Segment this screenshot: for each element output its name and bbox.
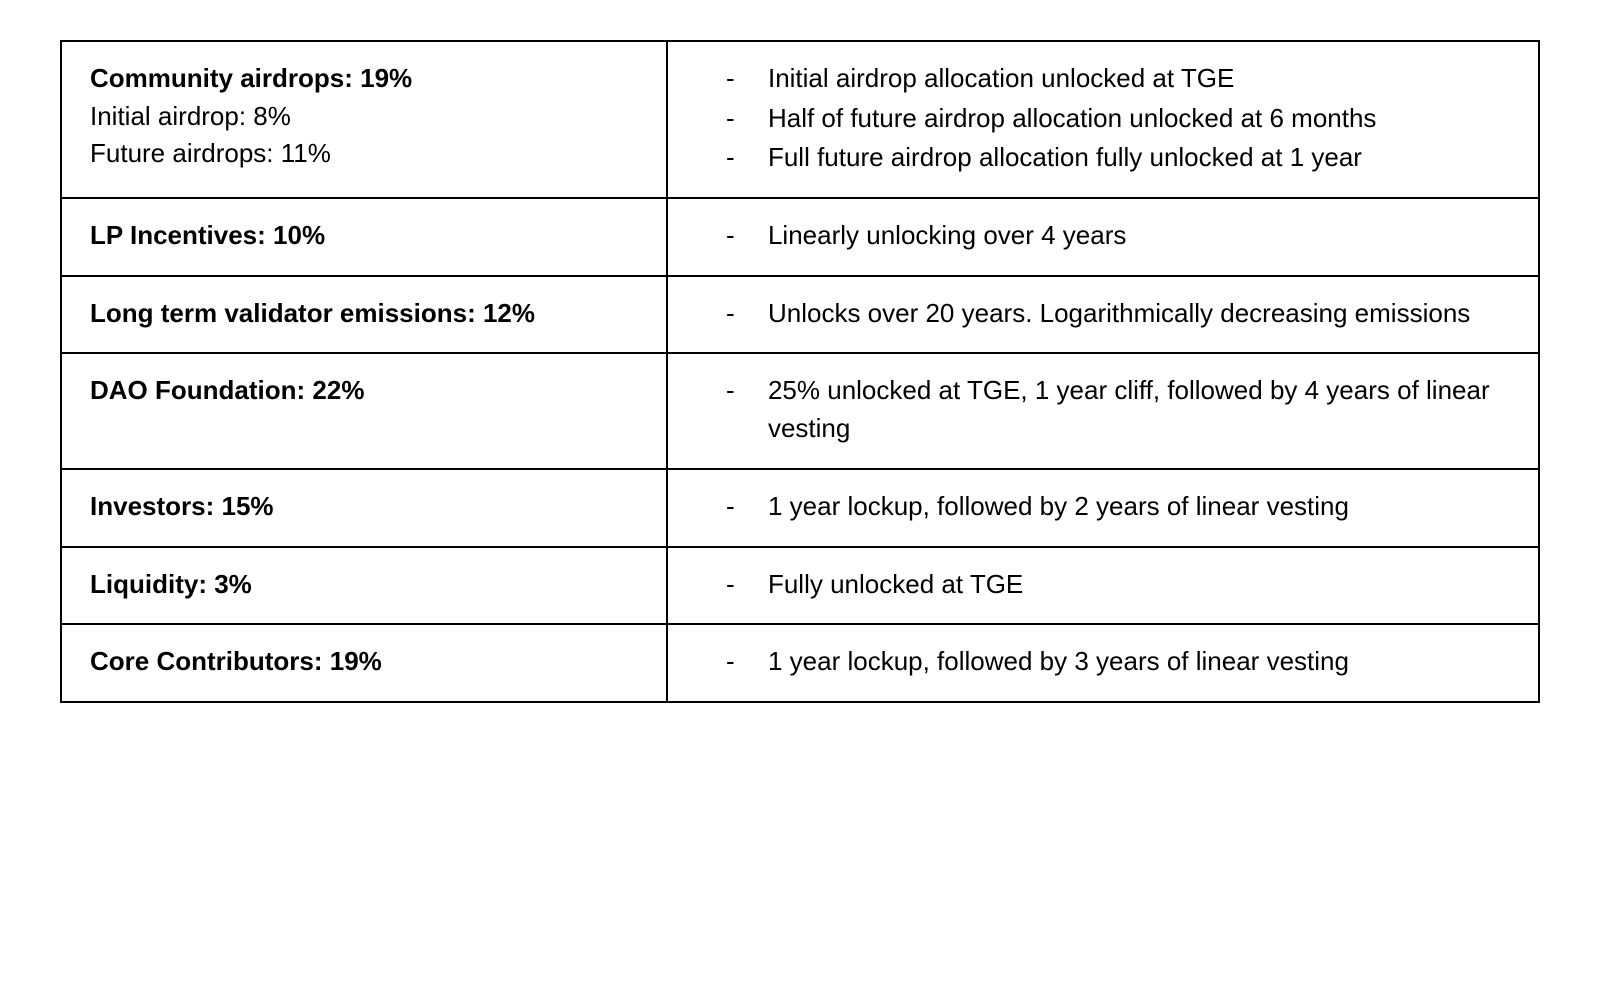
- schedule-bullet: 25% unlocked at TGE, 1 year cliff, follo…: [696, 372, 1510, 447]
- schedule-bullet: Initial airdrop allocation unlocked at T…: [696, 60, 1510, 98]
- schedule-list: 25% unlocked at TGE, 1 year cliff, follo…: [696, 372, 1510, 447]
- schedule-bullet: 1 year lockup, followed by 3 years of li…: [696, 643, 1510, 681]
- schedule-cell: 25% unlocked at TGE, 1 year cliff, follo…: [667, 353, 1539, 468]
- allocation-cell: Liquidity: 3%: [61, 547, 667, 625]
- allocation-cell: LP Incentives: 10%: [61, 198, 667, 276]
- schedule-cell: 1 year lockup, followed by 2 years of li…: [667, 469, 1539, 547]
- schedule-cell: Unlocks over 20 years. Logarithmically d…: [667, 276, 1539, 354]
- allocation-title: Core Contributors: 19%: [90, 646, 382, 676]
- allocation-title: Investors: 15%: [90, 491, 274, 521]
- schedule-bullet: Half of future airdrop allocation unlock…: [696, 100, 1510, 138]
- allocation-cell: Investors: 15%: [61, 469, 667, 547]
- allocation-cell: DAO Foundation: 22%: [61, 353, 667, 468]
- allocation-cell: Core Contributors: 19%: [61, 624, 667, 702]
- allocation-title: Liquidity: 3%: [90, 569, 252, 599]
- table-row: Long term validator emissions: 12% Unloc…: [61, 276, 1539, 354]
- schedule-bullet: Unlocks over 20 years. Logarithmically d…: [696, 295, 1510, 333]
- schedule-list: Initial airdrop allocation unlocked at T…: [696, 60, 1510, 177]
- schedule-cell: 1 year lockup, followed by 3 years of li…: [667, 624, 1539, 702]
- schedule-cell: Linearly unlocking over 4 years: [667, 198, 1539, 276]
- schedule-cell: Fully unlocked at TGE: [667, 547, 1539, 625]
- allocation-subline: Initial airdrop: 8%: [90, 98, 638, 136]
- schedule-bullet: Linearly unlocking over 4 years: [696, 217, 1510, 255]
- table-row: Core Contributors: 19% 1 year lockup, fo…: [61, 624, 1539, 702]
- table-row: Investors: 15% 1 year lockup, followed b…: [61, 469, 1539, 547]
- table-row: Community airdrops: 19% Initial airdrop:…: [61, 41, 1539, 198]
- schedule-list: Linearly unlocking over 4 years: [696, 217, 1510, 255]
- allocation-cell: Long term validator emissions: 12%: [61, 276, 667, 354]
- schedule-bullet: Fully unlocked at TGE: [696, 566, 1510, 604]
- allocation-title: Community airdrops: 19%: [90, 63, 412, 93]
- schedule-list: Unlocks over 20 years. Logarithmically d…: [696, 295, 1510, 333]
- allocation-cell: Community airdrops: 19% Initial airdrop:…: [61, 41, 667, 198]
- table-row: Liquidity: 3% Fully unlocked at TGE: [61, 547, 1539, 625]
- allocation-title: DAO Foundation: 22%: [90, 375, 364, 405]
- table-row: LP Incentives: 10% Linearly unlocking ov…: [61, 198, 1539, 276]
- schedule-list: Fully unlocked at TGE: [696, 566, 1510, 604]
- schedule-bullet: 1 year lockup, followed by 2 years of li…: [696, 488, 1510, 526]
- allocation-title: LP Incentives: 10%: [90, 220, 325, 250]
- schedule-cell: Initial airdrop allocation unlocked at T…: [667, 41, 1539, 198]
- allocation-table: Community airdrops: 19% Initial airdrop:…: [60, 40, 1540, 703]
- allocation-title: Long term validator emissions: 12%: [90, 298, 535, 328]
- schedule-list: 1 year lockup, followed by 2 years of li…: [696, 488, 1510, 526]
- allocation-subline: Future airdrops: 11%: [90, 135, 638, 173]
- schedule-bullet: Full future airdrop allocation fully unl…: [696, 139, 1510, 177]
- table-row: DAO Foundation: 22% 25% unlocked at TGE,…: [61, 353, 1539, 468]
- schedule-list: 1 year lockup, followed by 3 years of li…: [696, 643, 1510, 681]
- allocation-table-body: Community airdrops: 19% Initial airdrop:…: [61, 41, 1539, 702]
